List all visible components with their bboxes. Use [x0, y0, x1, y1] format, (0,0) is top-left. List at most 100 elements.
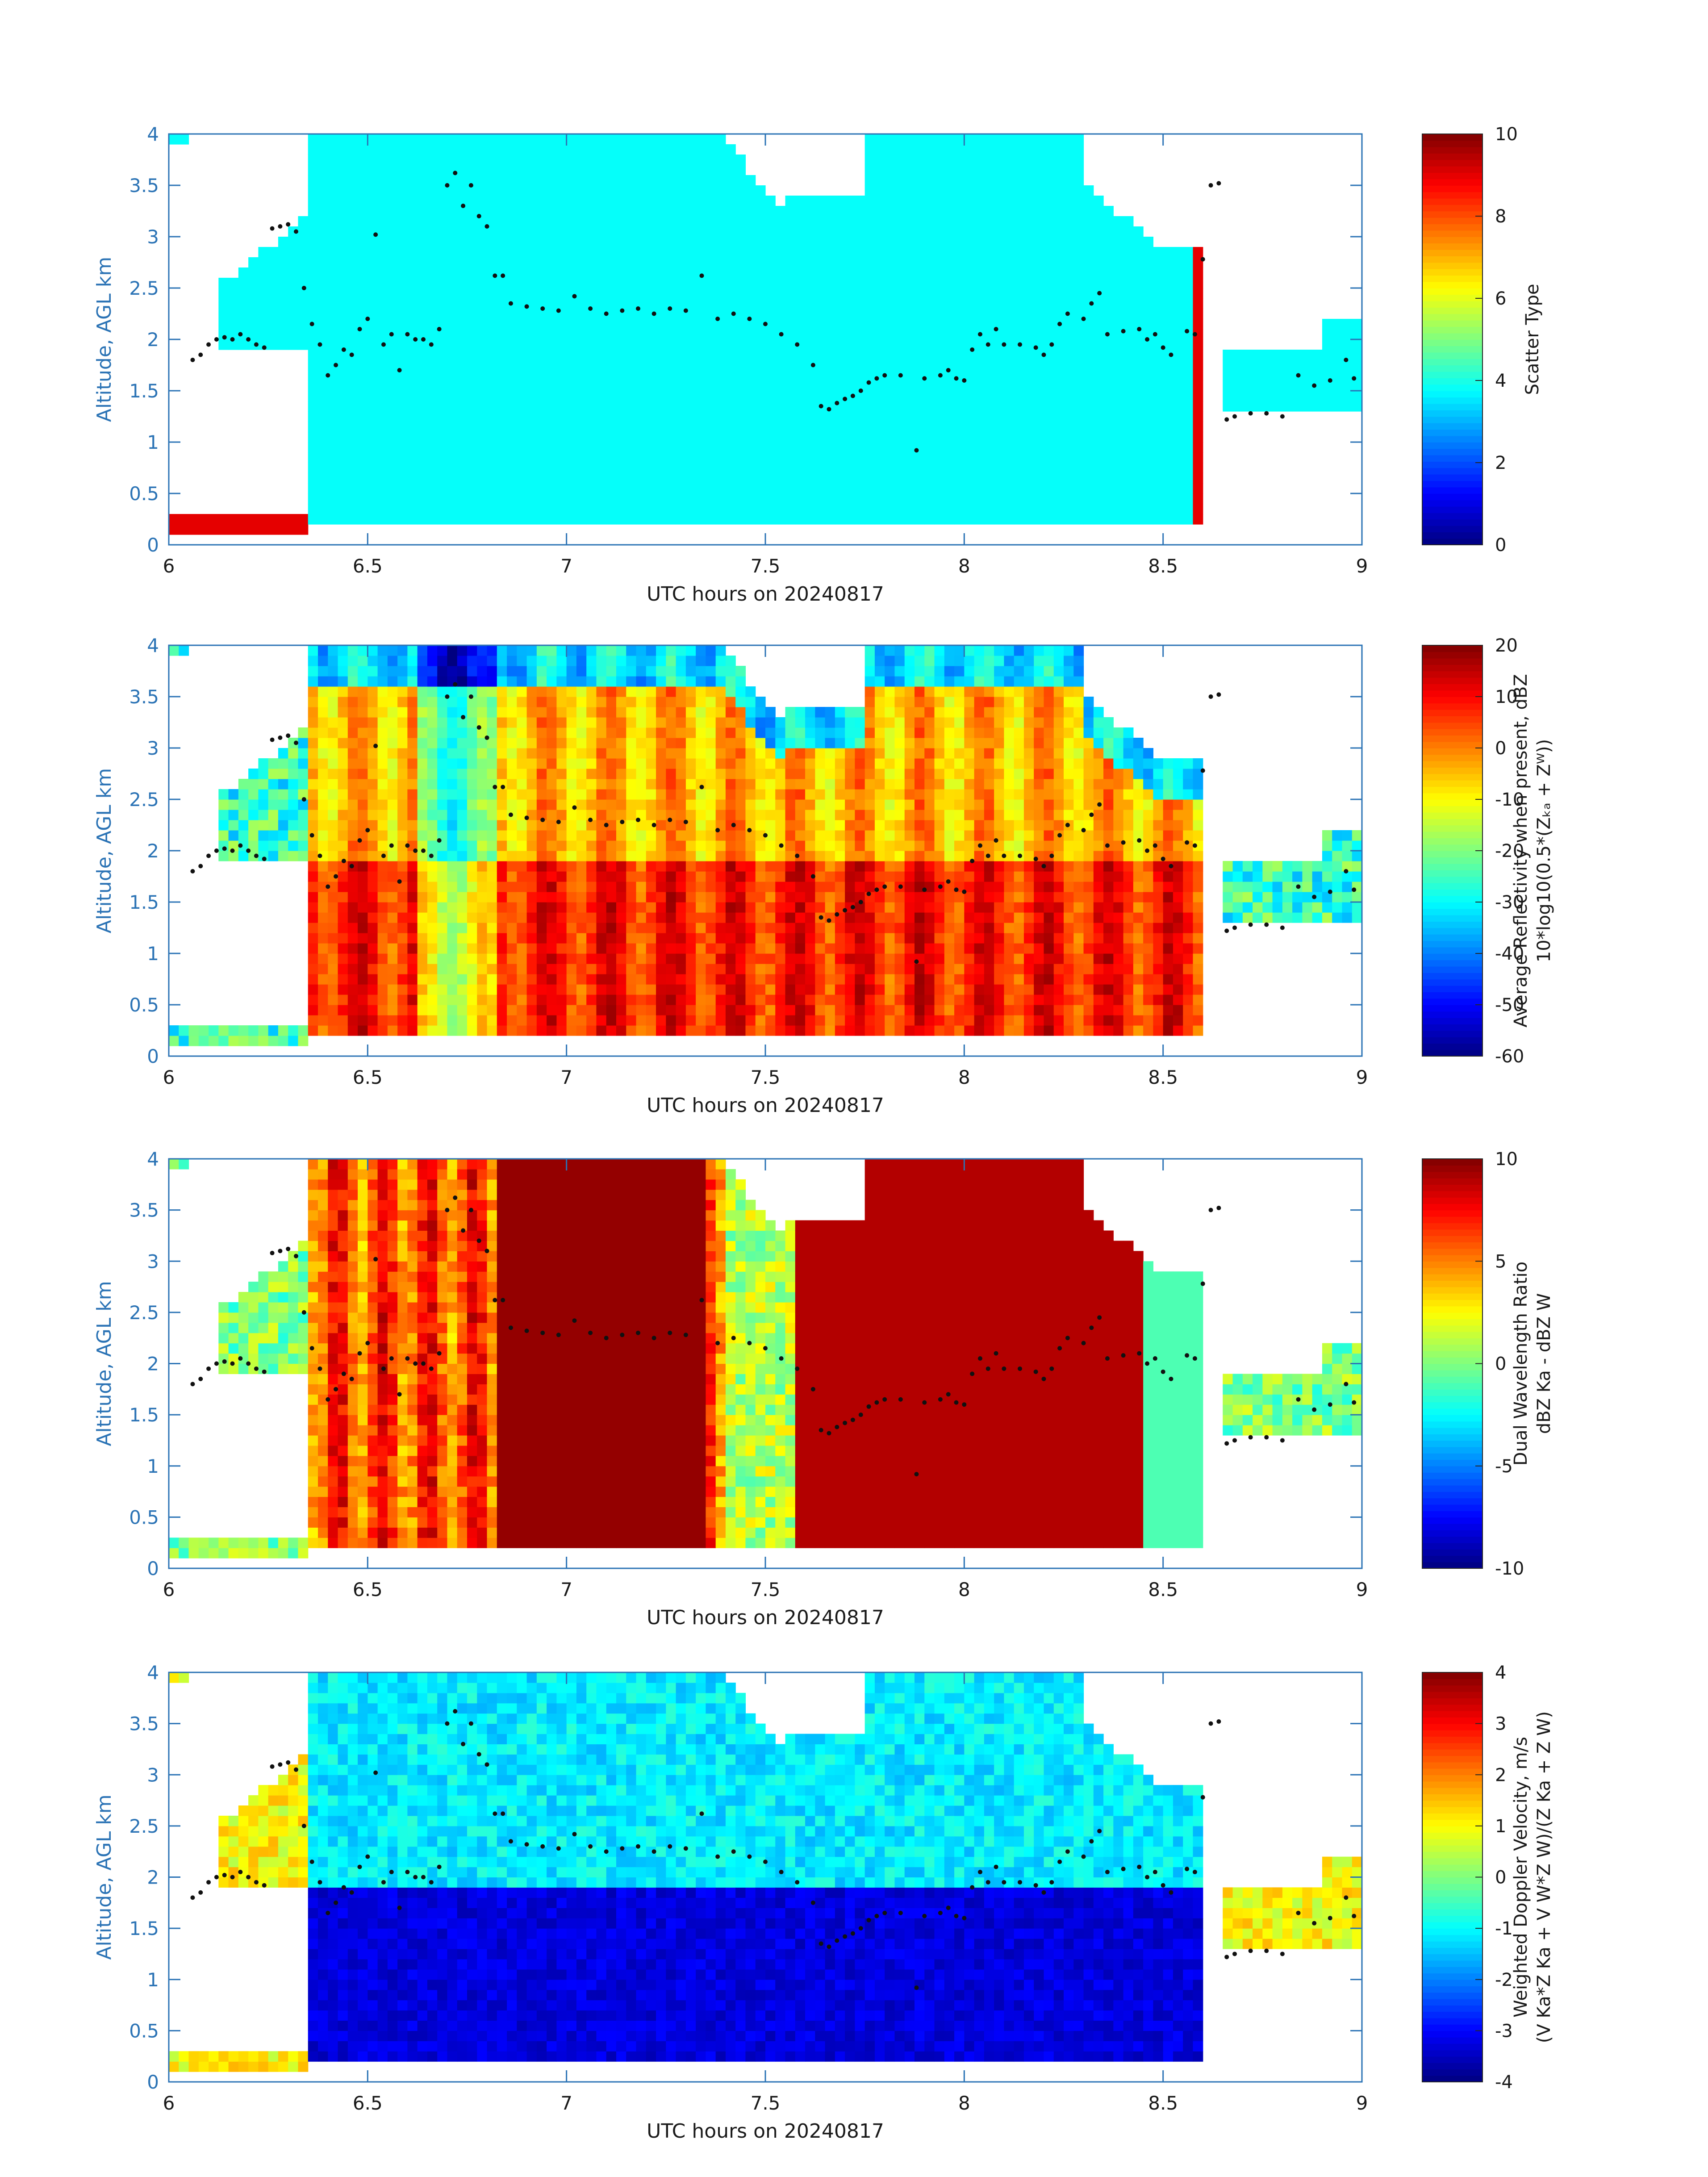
heatmap-cell — [228, 339, 239, 350]
heatmap-cell — [755, 267, 766, 278]
heatmap-cell — [328, 432, 338, 443]
heatmap-cell — [576, 769, 587, 779]
heatmap-cell — [347, 953, 358, 964]
heatmap-cell — [696, 329, 706, 340]
heatmap-cell — [487, 483, 497, 494]
heatmap-cell — [775, 380, 786, 391]
heatmap-cell — [745, 493, 756, 504]
heatmap-cell — [566, 206, 577, 217]
heatmap-cell — [338, 820, 348, 831]
heatmap-cell — [338, 493, 348, 504]
heatmap-cell — [835, 339, 845, 350]
heatmap-cell — [815, 493, 826, 504]
heatmap-cell — [586, 267, 597, 278]
heatmap-cell — [507, 411, 517, 422]
heatmap-cell — [636, 267, 647, 278]
heatmap-cell — [864, 483, 875, 494]
heatmap-cell — [278, 789, 288, 800]
heatmap-cell — [845, 298, 855, 309]
heatmap-cell — [526, 380, 537, 391]
heatmap-cell — [556, 789, 567, 800]
heatmap-cell — [497, 165, 507, 175]
heatmap-cell — [596, 432, 607, 443]
heatmap-cell — [795, 350, 806, 360]
heatmap-cell — [298, 237, 309, 247]
heatmap-cell — [1053, 134, 1064, 145]
heatmap-cell — [526, 216, 537, 227]
heatmap-cell — [367, 1015, 378, 1026]
heatmap-cell — [885, 257, 895, 268]
heatmap-cell — [477, 697, 488, 707]
heatmap-cell — [666, 267, 677, 278]
heatmap-cell — [646, 319, 656, 330]
heatmap-cell — [606, 144, 617, 155]
heatmap-cell — [526, 422, 537, 432]
heatmap-cell — [526, 1005, 537, 1015]
heatmap-cell — [735, 483, 746, 494]
heatmap-cell — [457, 380, 468, 391]
heatmap-cell — [298, 851, 309, 861]
heatmap-cell — [1322, 380, 1332, 391]
heatmap-cell — [805, 463, 815, 473]
heatmap-cell — [318, 882, 328, 892]
heatmap-cell — [566, 676, 577, 687]
heatmap-cell — [367, 144, 378, 155]
heatmap-cell — [497, 676, 507, 687]
heatmap-cell — [1053, 391, 1064, 401]
heatmap-cell — [566, 216, 577, 227]
heatmap-cell — [1163, 267, 1173, 278]
heatmap-cell — [457, 493, 468, 504]
heatmap-cell — [467, 514, 477, 525]
heatmap-cell — [507, 206, 517, 217]
heatmap-cell — [596, 727, 607, 738]
heatmap-cell — [358, 411, 368, 422]
heatmap-cell — [1103, 247, 1114, 258]
heatmap-cell — [387, 666, 398, 677]
heatmap-cell — [308, 504, 318, 514]
heatmap-cell — [1004, 380, 1015, 391]
heatmap-cell — [507, 278, 517, 288]
heatmap-cell — [1163, 432, 1173, 443]
heatmap-cell — [566, 789, 577, 800]
heatmap-cell — [358, 298, 368, 309]
heatmap-cell — [974, 155, 985, 165]
heatmap-cell — [526, 769, 537, 779]
heatmap-cell — [915, 380, 925, 391]
heatmap-cell — [248, 779, 259, 790]
heatmap-cell — [864, 360, 875, 371]
heatmap-cell — [1044, 278, 1054, 288]
heatmap-cell — [825, 216, 835, 227]
heatmap-cell — [815, 473, 826, 484]
heatmap-cell — [517, 380, 527, 391]
heatmap-cell — [457, 329, 468, 340]
heatmap-cell — [885, 401, 895, 412]
heatmap-cell — [209, 514, 219, 525]
heatmap-cell — [825, 391, 835, 401]
heatmap-cell — [1262, 380, 1273, 391]
heatmap-cell — [467, 309, 477, 319]
heatmap-cell — [517, 666, 527, 677]
heatmap-cell — [258, 329, 269, 340]
heatmap-cell — [407, 432, 418, 443]
heatmap-cell — [377, 666, 388, 677]
heatmap-cell — [487, 656, 497, 666]
heatmap-cell — [566, 892, 577, 903]
heatmap-cell — [1014, 401, 1024, 412]
colorbar-swatch — [1422, 134, 1482, 141]
heatmap-cell — [1163, 483, 1173, 494]
heatmap-cell — [318, 697, 328, 707]
heatmap-cell — [626, 493, 637, 504]
heatmap-cell — [954, 319, 965, 330]
heatmap-cell — [576, 442, 587, 453]
heatmap-cell — [358, 810, 368, 820]
heatmap-cell — [477, 994, 488, 1005]
heatmap-cell — [536, 882, 547, 892]
heatmap-cell — [358, 144, 368, 155]
heatmap-cell — [646, 288, 656, 299]
heatmap-cell — [626, 350, 637, 360]
heatmap-cell — [586, 401, 597, 412]
heatmap-cell — [437, 676, 448, 687]
heatmap-cell — [805, 504, 815, 514]
heatmap-cell — [1272, 360, 1283, 371]
